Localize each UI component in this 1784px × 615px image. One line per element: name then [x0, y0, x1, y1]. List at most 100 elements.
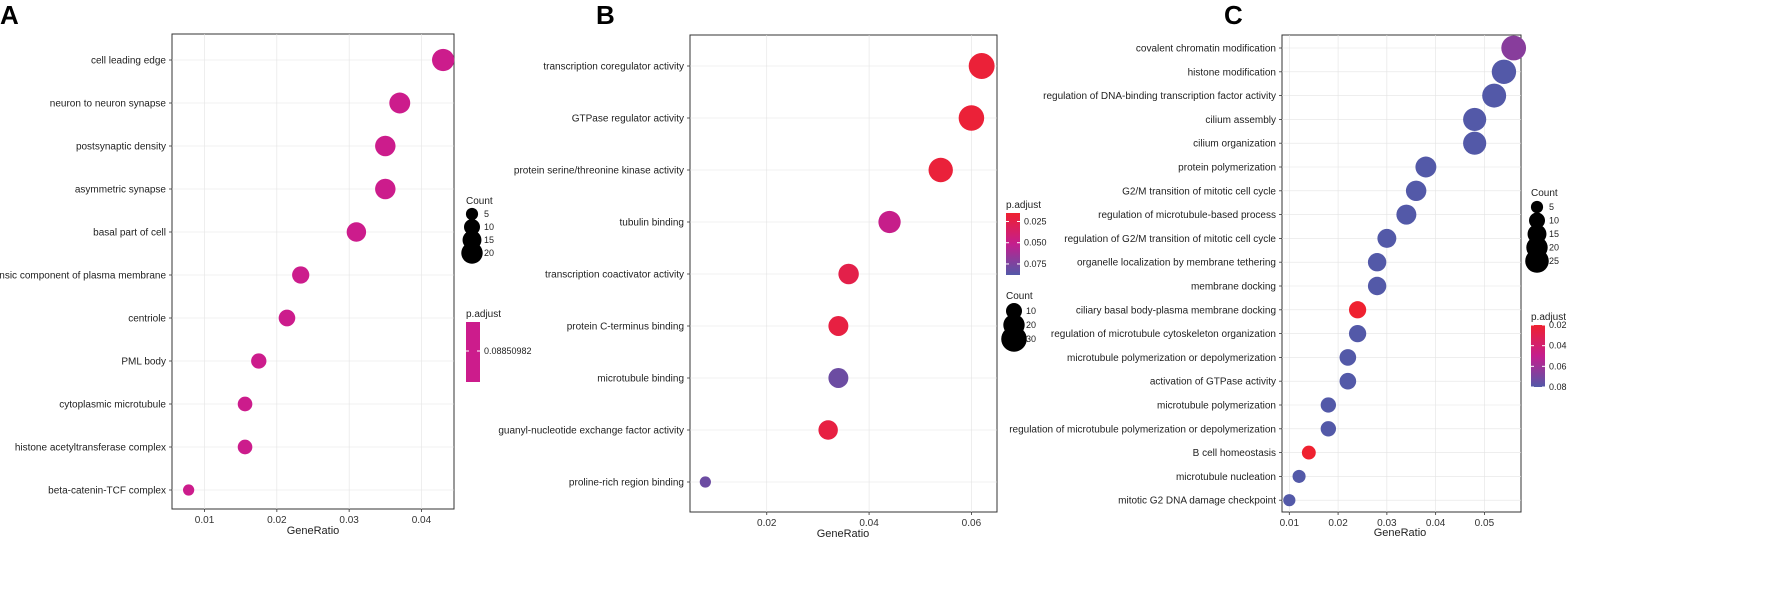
- data-point: [1292, 469, 1306, 483]
- data-point: [1377, 228, 1397, 248]
- panel-b-frame: [689, 34, 998, 513]
- data-point: [278, 309, 296, 327]
- x-tick-label: 0.02: [267, 515, 287, 526]
- data-point: [1348, 301, 1367, 319]
- data-point: [292, 266, 310, 284]
- colorbar-tick-label: 0.08: [1549, 382, 1567, 392]
- colorbar-tick-label: 0.025: [1024, 216, 1047, 226]
- panel-b-legend-padjust: p.adjust 0.025 0.050 0.075: [1006, 200, 1047, 275]
- category-label: asymmetric synapse: [75, 185, 167, 196]
- category-label: histone acetyltransferase complex: [15, 443, 166, 454]
- legend-count-label: 10: [484, 222, 494, 232]
- legend-count-dot: [1528, 212, 1546, 229]
- category-label: PML body: [121, 357, 166, 368]
- legend-count-label: 5: [1549, 202, 1554, 212]
- data-point: [1320, 421, 1337, 437]
- panel-a-frame: [171, 33, 455, 510]
- data-point: [1491, 59, 1517, 84]
- legend-count-label: 30: [1026, 334, 1036, 344]
- category-label: histone modification: [1188, 67, 1276, 78]
- category-label: microtubule polymerization: [1157, 401, 1276, 412]
- category-label: microtubule binding: [597, 374, 684, 385]
- category-label: tubulin binding: [620, 218, 685, 229]
- category-label: centriole: [128, 314, 166, 325]
- legend-count-dot: [461, 242, 483, 264]
- x-tick-label: 0.05: [1475, 518, 1495, 529]
- x-tick-label: 0.01: [1280, 518, 1300, 529]
- legend-count-dot: [1530, 200, 1544, 214]
- category-label: regulation of microtubule-based process: [1098, 210, 1276, 221]
- panel-c-x-ticks: 0.01 0.02 0.03 0.04 0.05: [1280, 512, 1495, 529]
- data-point: [818, 420, 838, 440]
- x-tick-label: 0.03: [339, 515, 359, 526]
- panel-b-legend-count: Count 10 20 30: [1001, 291, 1036, 352]
- data-point: [1396, 204, 1417, 225]
- data-point: [1482, 83, 1507, 108]
- panel-c-category-labels: covalent chromatin modification histone m…: [1009, 44, 1282, 507]
- panel-b-colorbar: [1006, 213, 1020, 275]
- data-point: [251, 353, 267, 369]
- data-point: [1463, 131, 1487, 155]
- panel-label-a: A: [0, 0, 19, 30]
- data-point: [237, 439, 253, 455]
- legend-count-label: 20: [1026, 320, 1036, 330]
- category-label: ciliary basal body-plasma membrane docki…: [1076, 305, 1276, 316]
- x-tick-label: 0.02: [1328, 518, 1348, 529]
- category-label: G2/M transition of mitotic cell cycle: [1122, 186, 1276, 197]
- legend-count-label: 25: [1549, 256, 1559, 266]
- data-point: [1405, 180, 1427, 202]
- panel-c-legend-count-title: Count: [1531, 188, 1558, 199]
- data-point: [432, 48, 455, 72]
- colorbar-tick-label: 0.050: [1024, 238, 1047, 248]
- category-label: microtubule nucleation: [1176, 472, 1276, 483]
- category-label: regulation of DNA-binding transcription …: [1043, 91, 1276, 102]
- x-tick-label: 0.04: [859, 518, 879, 529]
- panel-a-colorbar-label: 0.08850982: [484, 346, 532, 356]
- category-label: beta-catenin-TCF complex: [48, 486, 166, 497]
- colorbar-tick-label: 0.06: [1549, 361, 1567, 371]
- data-point: [828, 368, 849, 388]
- category-label: cilium assembly: [1205, 115, 1276, 126]
- data-point: [1367, 253, 1387, 272]
- category-label: microtubule polymerization or depolymeri…: [1067, 353, 1276, 364]
- data-point: [1367, 276, 1387, 296]
- legend-count-dot: [463, 218, 481, 236]
- category-label: organelle localization by membrane tethe…: [1077, 258, 1276, 269]
- x-tick-label: 0.01: [195, 515, 215, 526]
- category-label: protein polymerization: [1178, 163, 1276, 174]
- category-label: neuron to neuron synapse: [50, 99, 167, 110]
- data-point: [346, 222, 367, 242]
- panel-c-legend-padjust: p.adjust 0.02 0.04 0.06 0.08: [1531, 312, 1567, 392]
- category-label: mitotic G2 DNA damage checkpoint: [1118, 496, 1276, 507]
- panel-c-legend-count: Count 5 10 15 20 25: [1525, 188, 1559, 273]
- legend-count-label: 5: [484, 209, 489, 219]
- category-label: GTPase regulator activity: [572, 114, 684, 125]
- legend-count-dot: [1001, 326, 1027, 352]
- data-point: [237, 396, 253, 412]
- panel-a-colorbar: [466, 322, 480, 382]
- panel-a-x-axis-title: GeneRatio: [287, 525, 340, 537]
- category-label: transcription coactivator activity: [545, 270, 684, 281]
- panel-c-x-axis-title: GeneRatio: [1374, 527, 1427, 539]
- legend-count-label: 20: [1549, 243, 1559, 253]
- category-label: regulation of microtubule cytoskeleton o…: [1051, 329, 1276, 340]
- legend-count-label: 10: [1026, 306, 1036, 316]
- category-label: cell leading edge: [91, 56, 166, 67]
- category-label: postsynaptic density: [76, 142, 166, 153]
- data-point: [699, 476, 711, 488]
- category-label: activation of GTPase activity: [1150, 377, 1276, 388]
- data-point: [1283, 494, 1296, 507]
- panel-a-points: [183, 48, 455, 496]
- data-point: [1320, 397, 1337, 413]
- colorbar-tick-label: 0.04: [1549, 341, 1567, 351]
- data-point: [878, 210, 901, 234]
- data-point: [375, 135, 396, 157]
- panel-a-x-ticks: 0.01 0.02 0.03 0.04: [195, 509, 432, 526]
- x-tick-label: 0.03: [1377, 518, 1397, 529]
- panel-b-legend-count-title: Count: [1006, 291, 1033, 302]
- legend-count-dot: [1005, 302, 1023, 320]
- panel-c-colorbar: [1531, 325, 1545, 387]
- panel-a: cell leading edge neuron to neuron synaps…: [0, 33, 532, 537]
- panel-a-legend-padjust-title: p.adjust: [466, 309, 501, 320]
